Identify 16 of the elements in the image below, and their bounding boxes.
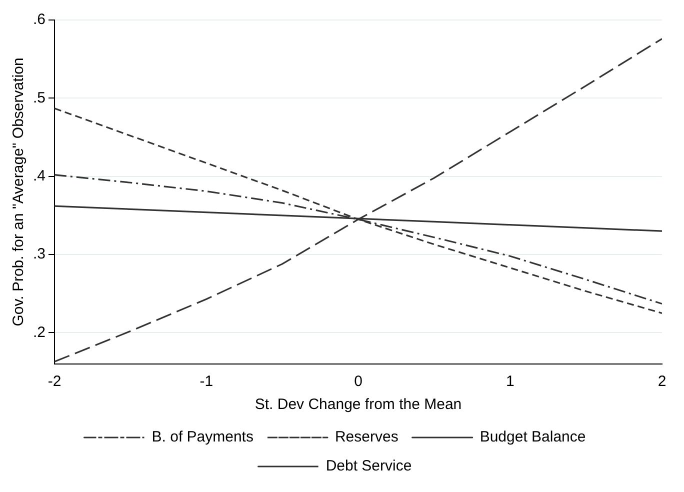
- legend-label: Reserves: [334, 428, 398, 446]
- y-tick-label: .6: [32, 11, 46, 28]
- legend-label: Budget Balance: [480, 428, 586, 446]
- y-axis-title: Gov. Prob. for an "Average" Observation: [10, 58, 28, 326]
- y-tick-label: .2: [32, 324, 46, 341]
- y-tick-label: .4: [32, 168, 46, 185]
- x-tick-label: 1: [506, 373, 514, 390]
- x-axis-title: St. Dev Change from the Mean: [254, 396, 462, 414]
- y-tick-label: .3: [32, 246, 46, 263]
- x-tick-label: -1: [200, 373, 214, 390]
- x-tick-label: 2: [658, 373, 666, 390]
- legend-label: B. of Payments: [152, 428, 254, 446]
- legend-label: Debt Service: [326, 458, 412, 475]
- x-tick-label: 0: [354, 373, 362, 390]
- y-tick-label: .5: [32, 89, 46, 106]
- x-tick-label: -2: [48, 373, 62, 390]
